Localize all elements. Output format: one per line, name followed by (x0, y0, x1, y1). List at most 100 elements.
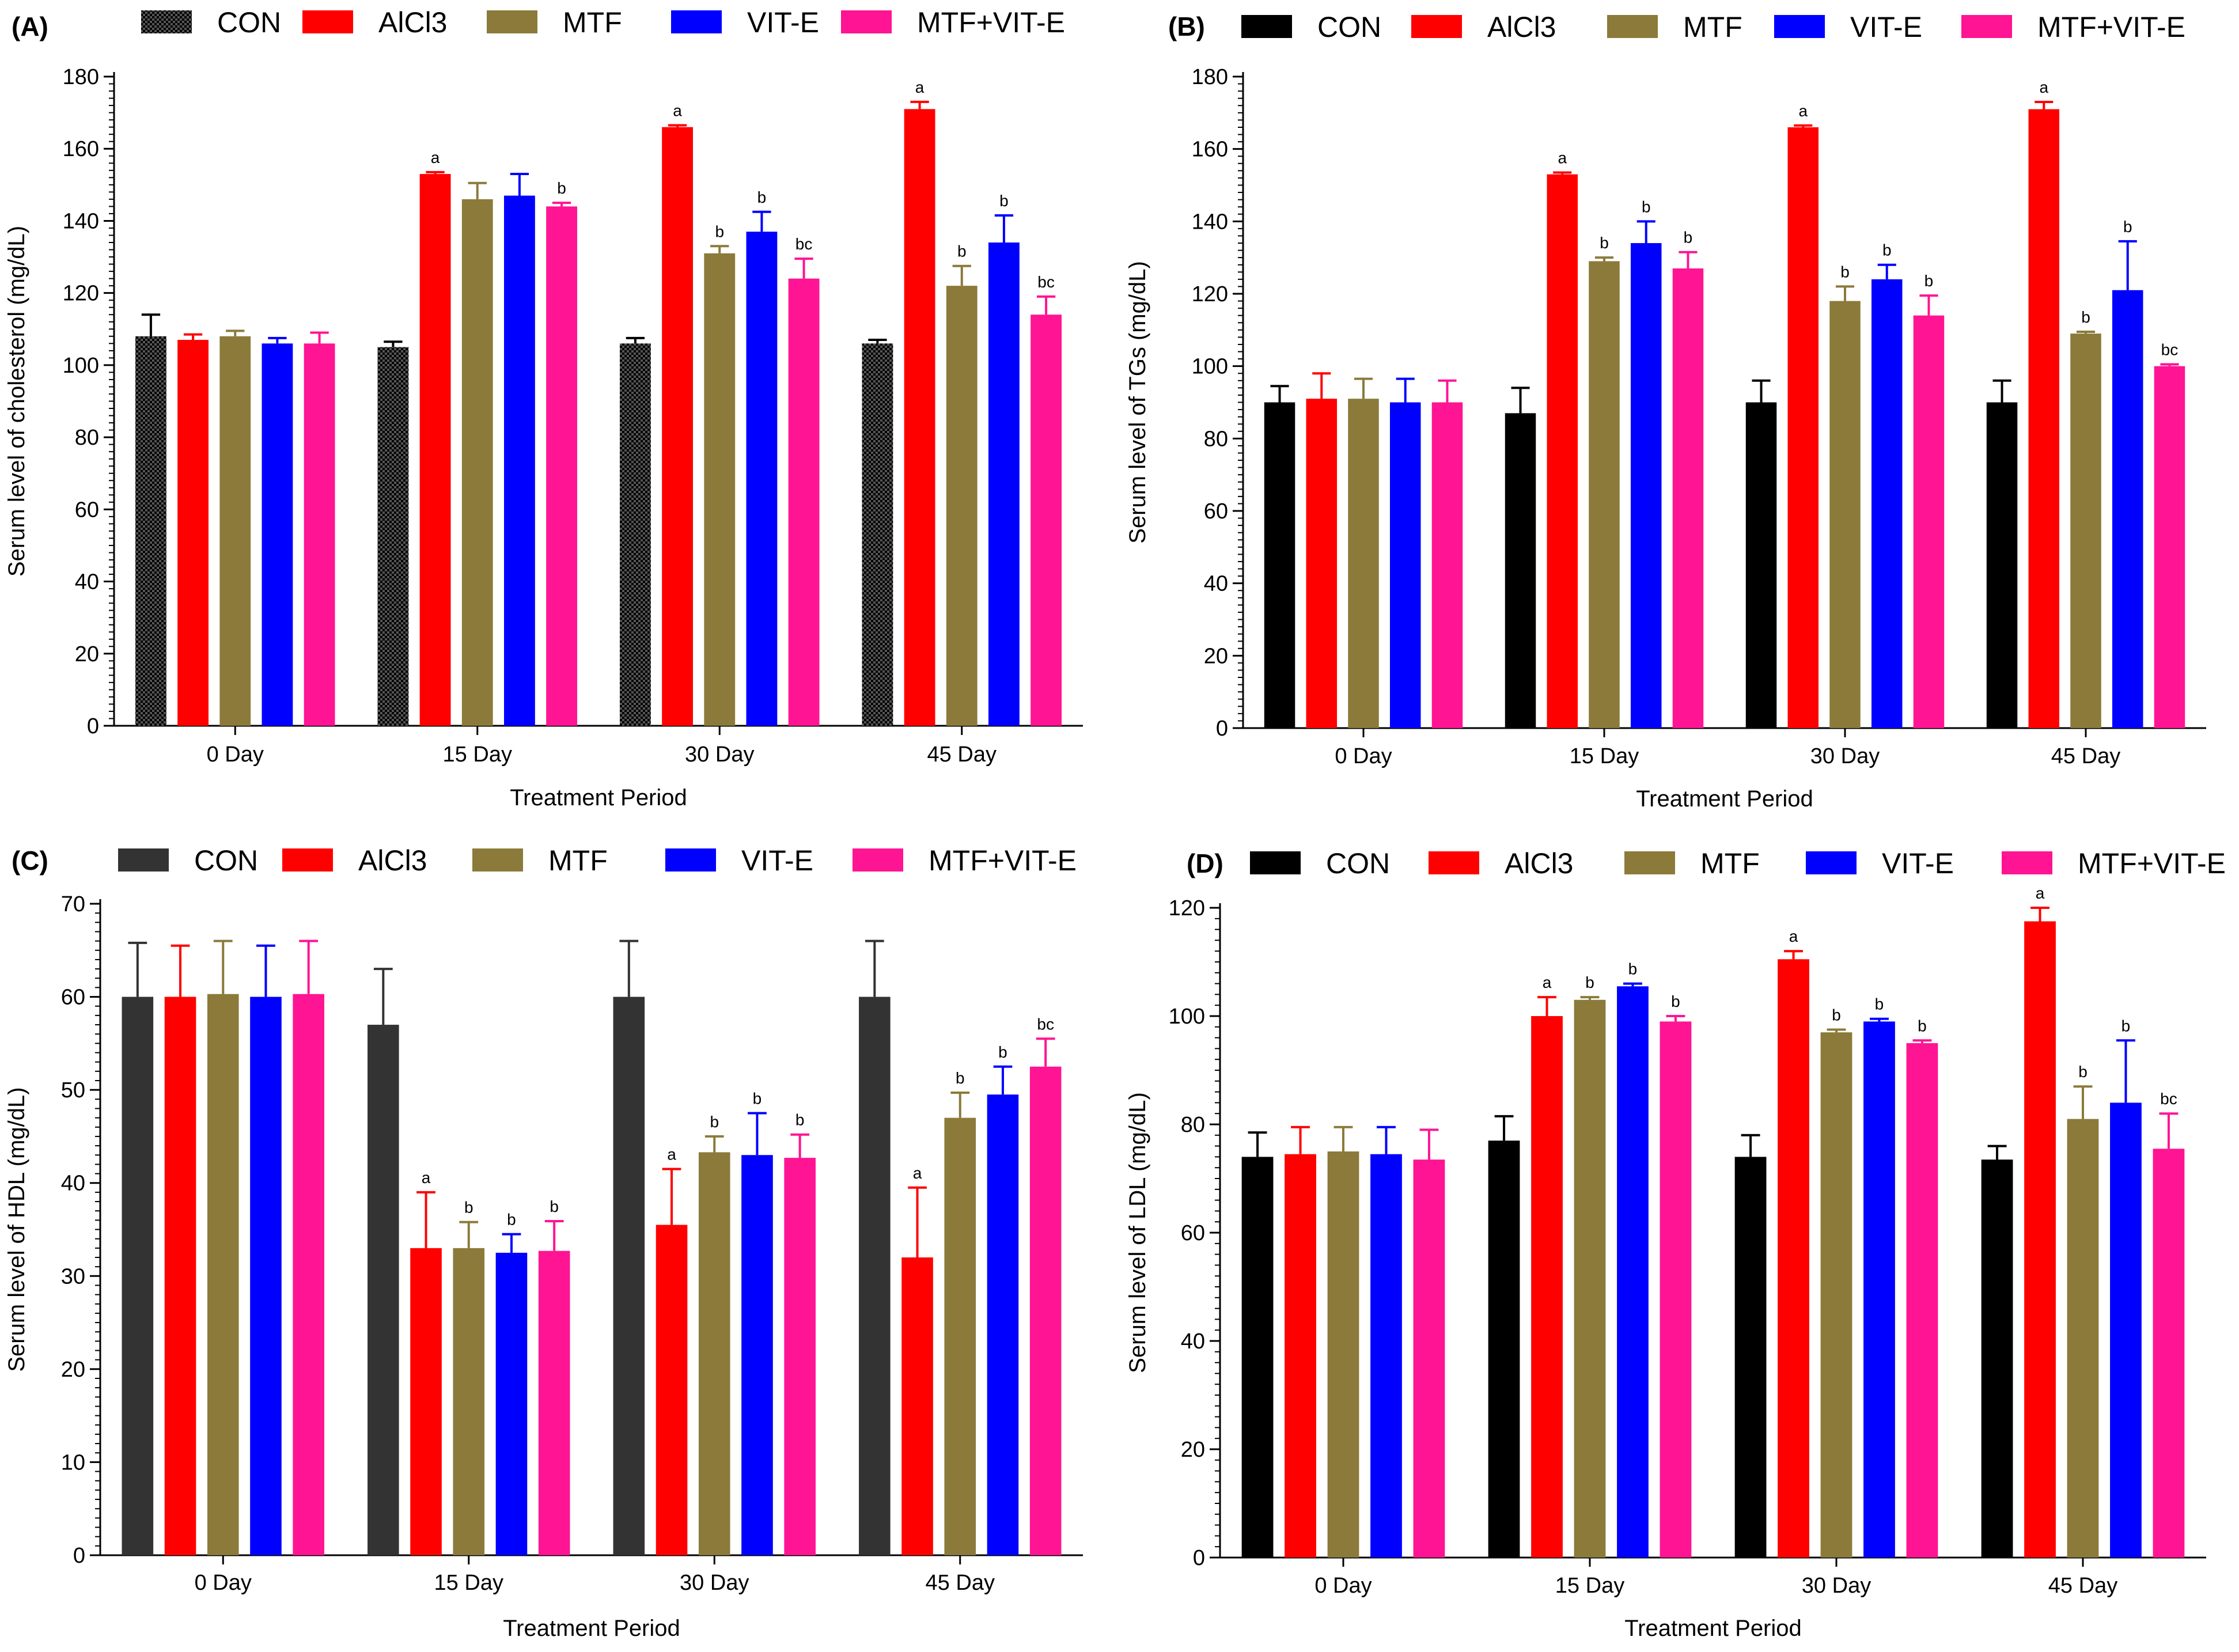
bar-VIT-E-0 Day (1389, 402, 1421, 728)
legend-label-0: CON (1317, 11, 1381, 43)
bar-CON-0 Day (1264, 402, 1295, 728)
y-tick-label: 60 (75, 498, 99, 522)
significance-label: b (1642, 198, 1651, 215)
legend-swatch-1 (1429, 851, 1479, 874)
bar-CON-15 Day (377, 347, 409, 726)
bar-CON-15 Day (1505, 413, 1536, 728)
bar-MTF+VIT-E-30 Day (1913, 315, 1945, 728)
significance-label: b (1875, 995, 1884, 1013)
legend-swatch-0 (1250, 851, 1301, 874)
legend-label-3: VIT-E (747, 6, 819, 39)
bar-AlCl3-30 Day (1778, 959, 1809, 1558)
significance-label: b (1585, 973, 1594, 991)
y-tick-label: 40 (75, 570, 99, 594)
significance-label: b (557, 179, 566, 197)
bar-CON-45 Day (1981, 1160, 2013, 1558)
bar-MTF-15 Day (1574, 999, 1606, 1558)
significance-label: b (957, 243, 967, 260)
bar-MTF+VIT-E-0 Day (293, 994, 324, 1555)
significance-label: bc (1037, 1015, 1054, 1033)
bar-CON-15 Day (1488, 1141, 1520, 1558)
legend-label-0: CON (217, 6, 281, 39)
x-tick-label: 0 Day (1314, 1574, 1372, 1598)
significance-label: b (550, 1198, 559, 1215)
y-axis-title: Serum level of LDL (mg/dL) (1125, 1092, 1150, 1373)
significance-label: b (1924, 272, 1934, 290)
y-tick-label: 120 (63, 282, 99, 306)
bar-MTF-30 Day (704, 253, 736, 726)
y-tick-label: 180 (1192, 65, 1228, 89)
legend-label-1: AlCl3 (1487, 11, 1556, 43)
x-tick-label: 15 Day (434, 1571, 503, 1595)
significance-label: b (464, 1199, 473, 1217)
legend-swatch-3 (1806, 851, 1857, 874)
x-axis-title: Treatment Period (510, 785, 687, 810)
x-tick-label: 15 Day (1570, 744, 1639, 768)
bar-AlCl3-45 Day (901, 1257, 933, 1555)
bar-AlCl3-15 Day (1547, 174, 1578, 728)
bar-AlCl3-30 Day (1787, 127, 1819, 728)
y-tick-label: 60 (61, 986, 85, 1010)
y-tick-label: 20 (61, 1358, 85, 1382)
bar-MTF+VIT-E-30 Day (788, 278, 820, 726)
bar-AlCl3-45 Day (2024, 921, 2056, 1558)
bar-CON-45 Day (862, 343, 893, 726)
legend-label-3: VIT-E (1882, 847, 1954, 880)
y-tick-label: 140 (1192, 210, 1228, 234)
legend-swatch-2 (1607, 15, 1658, 38)
legend-label-4: MTF+VIT-E (2037, 11, 2185, 43)
bar-MTF+VIT-E-45 Day (2153, 1149, 2185, 1558)
y-tick-label: 40 (61, 1172, 85, 1196)
x-tick-label: 15 Day (443, 742, 512, 767)
y-tick-label: 0 (73, 1544, 85, 1568)
legend-swatch-0 (118, 848, 169, 872)
y-tick-label: 0 (1193, 1546, 1205, 1570)
legend-label-4: MTF+VIT-E (2078, 847, 2226, 880)
x-tick-label: 30 Day (1802, 1574, 1871, 1598)
legend-label-4: MTF+VIT-E (917, 6, 1065, 39)
legend-swatch-0 (141, 10, 192, 33)
y-axis-title: Serum level of HDL (mg/dL) (4, 1087, 29, 1371)
significance-label: b (1832, 1006, 1841, 1024)
significance-label: b (2078, 1063, 2088, 1081)
bar-MTF-15 Day (461, 199, 493, 726)
bar-AlCl3-45 Day (904, 109, 935, 726)
y-tick-label: 20 (1204, 644, 1228, 668)
legend-swatch-1 (1411, 15, 1462, 38)
significance-label: b (1671, 992, 1680, 1010)
x-tick-label: 45 Day (926, 1571, 995, 1595)
legend-label-0: CON (194, 844, 258, 877)
bar-VIT-E-45 Day (987, 1094, 1019, 1555)
bar-MTF-45 Day (946, 286, 978, 726)
significance-label: b (507, 1211, 516, 1229)
significance-label: a (1558, 149, 1567, 167)
y-tick-label: 100 (1169, 1005, 1205, 1029)
bar-VIT-E-45 Day (2112, 290, 2143, 728)
y-tick-label: 50 (61, 1078, 85, 1102)
significance-label: b (753, 1090, 762, 1108)
legend-label-1: AlCl3 (358, 844, 427, 877)
y-tick-label: 10 (61, 1450, 85, 1475)
significance-label: b (1918, 1017, 1927, 1035)
bar-VIT-E-30 Day (1863, 1021, 1895, 1558)
y-tick-label: 0 (87, 714, 99, 738)
legend-label-3: VIT-E (1850, 11, 1922, 43)
y-tick-label: 140 (63, 209, 99, 233)
bar-MTF+VIT-E-45 Day (1029, 1066, 1062, 1555)
bar-CON-15 Day (368, 1025, 399, 1555)
bar-MTF-0 Day (207, 994, 239, 1555)
chart-panel-1: (B) CON AlCl3 MTF VIT-E MTF+VIT-E 0 20 40 60 80 100… (1125, 11, 2206, 812)
x-axis-title: Treatment Period (503, 1616, 680, 1641)
bar-MTF+VIT-E-15 Day (538, 1251, 570, 1555)
legend-swatch-2 (1624, 851, 1675, 874)
bar-MTF-0 Day (1327, 1151, 1359, 1558)
y-tick-label: 100 (1192, 355, 1228, 379)
bar-MTF+VIT-E-45 Day (1031, 315, 1062, 726)
significance-label: a (673, 102, 682, 120)
significance-label: a (2036, 884, 2045, 902)
bar-MTF+VIT-E-0 Day (1413, 1160, 1445, 1558)
bar-MTF-15 Day (1589, 261, 1620, 728)
bar-CON-30 Day (1734, 1157, 1767, 1558)
legend-swatch-4 (2002, 851, 2052, 874)
